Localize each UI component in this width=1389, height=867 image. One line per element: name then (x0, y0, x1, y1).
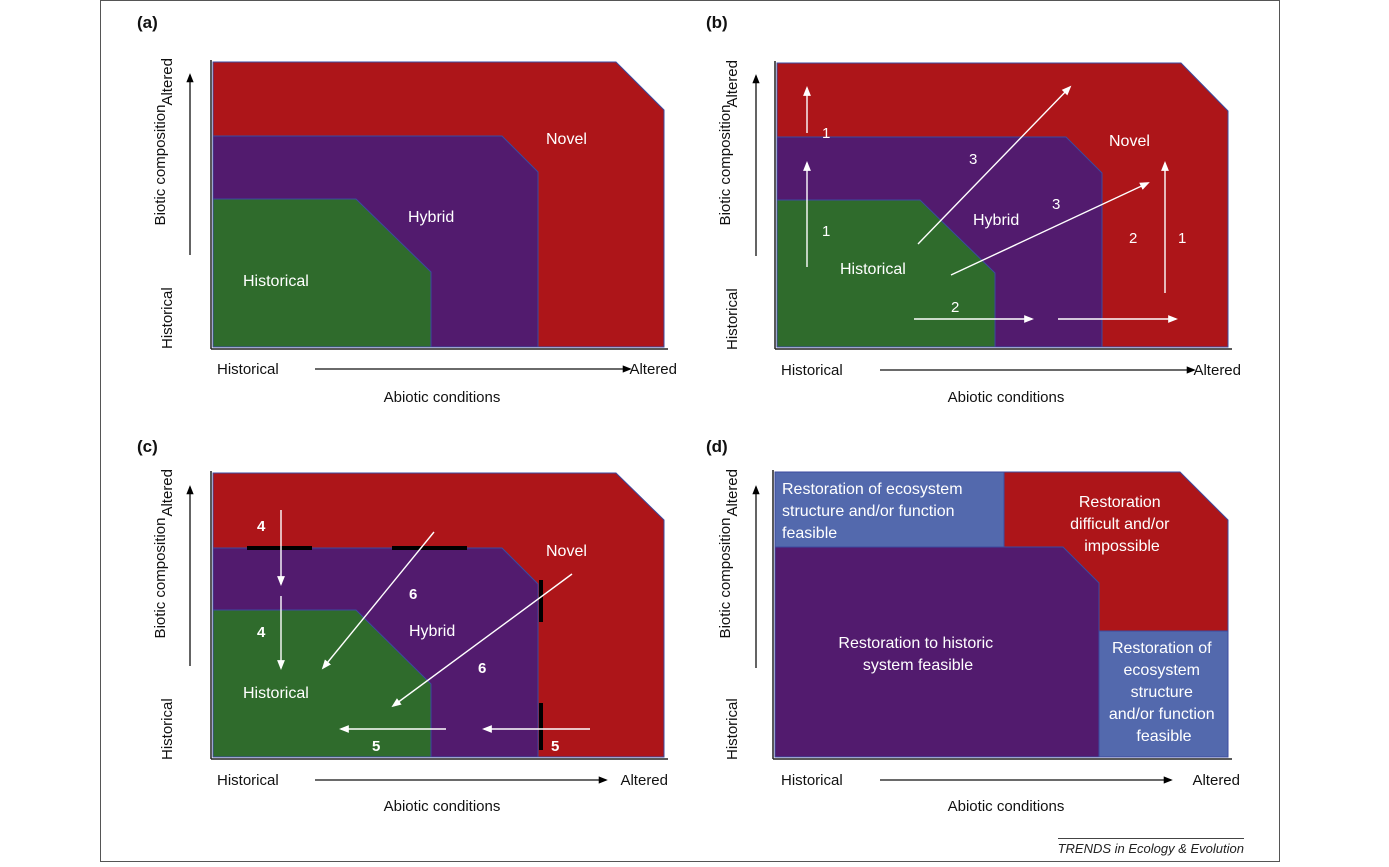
panel-b-x-title: Abiotic conditions (948, 389, 1065, 406)
panel-a-y-title: Biotic composition (152, 105, 169, 226)
panel-d-top-right-line-1: Restoration (1079, 494, 1161, 511)
panel-d-top-right-line-3: impossible (1084, 538, 1160, 555)
panel-b-hybrid-label: Hybrid (973, 212, 1019, 229)
panel-a-x-low: Historical (217, 361, 279, 378)
panel-c-y-title: Biotic composition (152, 518, 169, 639)
panel-a-x-high: Altered (629, 361, 677, 378)
panel-c-number-5b: 5 (551, 738, 559, 755)
panel-c-x-title: Abiotic conditions (384, 798, 501, 815)
panel-d-right-line-3: structure (1131, 684, 1193, 701)
panel-d-top-left-line-3: feasible (782, 525, 837, 542)
panel-a-x-title: Abiotic conditions (384, 389, 501, 406)
panel-b-number-1c: 1 (1178, 230, 1186, 247)
panel-b-number-3b: 3 (1052, 196, 1060, 213)
panel-d-label: (d) (706, 437, 728, 456)
panel-b-label: (b) (706, 13, 728, 32)
panel-b-x-high: Altered (1193, 362, 1241, 379)
panel-d-y-low: Historical (724, 698, 741, 760)
panel-c-arrow-6-steep (321, 531, 435, 670)
panel-d-purple-region (774, 546, 1100, 758)
panel-d-top-left-box (774, 471, 1005, 548)
panel-d-center-line-1: Restoration to historic (838, 635, 993, 652)
panel-c-y-low: Historical (159, 698, 176, 760)
panel-c-y-high: Altered (159, 469, 176, 517)
panel-b-number-2b: 2 (951, 299, 959, 316)
panel-b-y-low: Historical (724, 288, 741, 350)
panel-b-novel-label: Novel (1109, 133, 1150, 150)
panel-c-x-high: Altered (620, 772, 668, 789)
panel-a-novel-label: Novel (546, 131, 587, 148)
panel-c-number-6a: 6 (409, 586, 417, 603)
panel-c: (c) Novel Hybrid Historical 4 4 5 5 6 6 … (137, 437, 668, 815)
panel-b-number-1a: 1 (822, 125, 830, 142)
panel-c-x-low: Historical (217, 772, 279, 789)
panel-d-x-high: Altered (1192, 772, 1240, 789)
panel-a-y-high: Altered (159, 58, 176, 106)
panel-d-top-left-line-1: Restoration of ecosystem (782, 481, 963, 498)
panel-d-top-left-line-2: structure and/or function (782, 503, 955, 520)
panel-b-y-high: Altered (724, 60, 741, 108)
panel-d-y-title: Biotic composition (717, 518, 734, 639)
panel-a-historical-label: Historical (243, 273, 309, 290)
panel-b: (b) Novel Hybrid Historical 1 1 1 2 2 3 … (706, 13, 1241, 406)
panel-d-x-title: Abiotic conditions (948, 798, 1065, 815)
panel-d-right-line-2: ecosystem (1124, 662, 1200, 679)
panel-d-center-line-2: system feasible (863, 657, 973, 674)
panel-d-top-left-text: Restoration of ecosystem structure and/o… (782, 481, 967, 542)
panel-c-label: (c) (137, 437, 158, 456)
panel-c-number-4a: 4 (257, 518, 266, 535)
panel-a-historical-region (212, 198, 432, 348)
panel-b-arrow-3-shallow (950, 182, 1150, 276)
panel-c-number-5a: 5 (372, 738, 380, 755)
panel-b-number-2a: 2 (1129, 230, 1137, 247)
panel-d-right-line-5: feasible (1136, 728, 1191, 745)
panel-b-number-3a: 3 (969, 151, 977, 168)
panel-b-x-low: Historical (781, 362, 843, 379)
panel-b-arrow-3-steep (917, 85, 1072, 245)
panel-c-number-4b: 4 (257, 624, 266, 641)
panel-d: (d) Restoration of ecosystem structure a… (706, 437, 1240, 815)
panel-d-right-box (1098, 630, 1229, 758)
panel-b-historical-region (776, 199, 996, 348)
panel-c-historical-label: Historical (243, 685, 309, 702)
panel-c-arrow-6-shallow (391, 573, 573, 708)
panel-a-y-low: Historical (159, 287, 176, 349)
panel-b-historical-label: Historical (840, 261, 906, 278)
panel-d-right-line-1: Restoration of (1112, 640, 1212, 657)
figure-frame (100, 0, 1280, 862)
panel-d-center-text: Restoration to historic system feasible (838, 635, 997, 674)
panel-c-number-6b: 6 (478, 660, 486, 677)
panel-d-top-right-line-2: difficult and/or (1070, 516, 1170, 533)
panel-b-number-1b: 1 (822, 223, 830, 240)
journal-credit: TRENDS in Ecology & Evolution (1057, 838, 1244, 856)
panel-b-y-title: Biotic composition (717, 105, 734, 226)
panel-d-right-text: Restoration of ecosystem structure and/o… (1109, 640, 1219, 745)
panel-d-right-line-4: and/or function (1109, 706, 1215, 723)
panel-a-label: (a) (137, 13, 158, 32)
panel-d-x-low: Historical (781, 772, 843, 789)
panel-a: (a) Novel Hybrid Historical Altered Biot… (137, 13, 677, 406)
panel-c-novel-label: Novel (546, 543, 587, 560)
panel-d-y-high: Altered (724, 469, 741, 517)
panel-a-hybrid-label: Hybrid (408, 209, 454, 226)
panel-c-historical-region (212, 609, 432, 758)
panel-c-hybrid-label: Hybrid (409, 623, 455, 640)
panel-d-top-right-text: Restoration difficult and/or impossible (1070, 494, 1174, 555)
